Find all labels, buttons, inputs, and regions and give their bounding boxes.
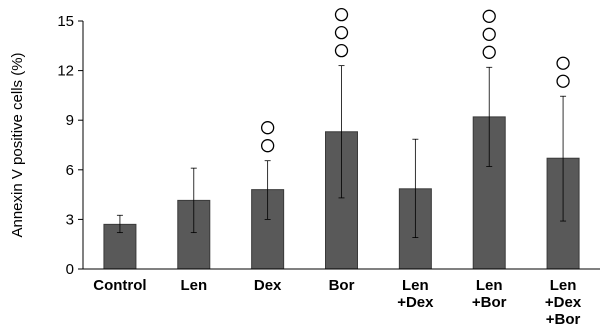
x-label-line: Control [93,277,146,294]
x-label-line: +Dex [545,294,582,311]
x-label-line: Bor [329,277,355,294]
x-label-5: Len +Dex [397,277,434,311]
x-label-line: +Bor [472,294,507,311]
significance-mark-4-2 [334,25,349,40]
x-label-line: Dex [254,277,282,294]
significance-mark-6-2 [482,27,496,41]
x-label-4: Bor [329,277,355,294]
error-bars-group [116,65,567,238]
x-label-line: Len [180,277,207,294]
x-label-line: Len [550,277,577,294]
y-tick-label-0: 0 [66,261,74,278]
y-tick-label-9: 9 [66,112,74,129]
y-tick-label-3: 3 [66,211,74,228]
significance-mark-7-1 [556,74,570,88]
x-label-line: Len [402,277,429,294]
x-label-line: Len [476,277,503,294]
y-axis-title: Annexin V positive cells (%) [9,52,26,237]
significance-mark-4-1 [334,43,349,58]
x-label-6: Len +Bor [472,277,507,311]
x-label-7: Len +Dex +Bor [545,277,582,328]
bar-4 [325,131,358,270]
y-tick-label-15: 15 [57,13,74,30]
significance-mark-4-3 [334,7,349,22]
y-tick-label-6: 6 [66,162,74,179]
axes-group [82,21,600,270]
x-label-2: Len [180,277,207,294]
significance-mark-3-1 [260,139,275,153]
x-label-1: Control [93,277,146,294]
significance-mark-7-2 [556,56,570,70]
x-label-line: +Bor [546,311,581,328]
significance-mark-6-3 [482,9,496,23]
significance-mark-6-1 [482,45,496,59]
significance-mark-3-2 [260,121,275,135]
x-label-3: Dex [254,277,282,294]
y-tick-label-12: 12 [57,63,74,80]
significance-marks-group [260,7,570,153]
y-ticks-group: 0 3 6 9 12 15 [57,13,83,278]
x-label-line: +Dex [397,294,434,311]
